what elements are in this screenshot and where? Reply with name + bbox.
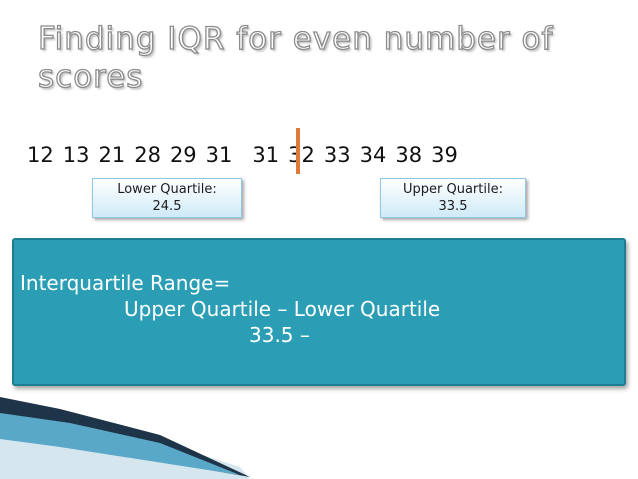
iqr-formula-box: Interquartile Range= Upper Quartile – Lo… bbox=[12, 238, 626, 386]
upper-quartile-box: Upper Quartile: 33.5 bbox=[380, 178, 526, 218]
lower-quartile-box: Lower Quartile: 24.5 bbox=[92, 178, 242, 218]
score-value: 38 bbox=[395, 143, 423, 167]
score-value: 31 bbox=[205, 143, 233, 167]
upper-quartile-label: Upper Quartile: bbox=[403, 182, 503, 197]
score-value: 12 bbox=[27, 143, 54, 167]
score-value: 31 bbox=[252, 143, 280, 167]
score-value: 29 bbox=[169, 143, 197, 167]
slide-title: Finding IQR for even number of scores bbox=[37, 20, 554, 95]
score-value: 32 bbox=[288, 143, 315, 167]
score-value: 21 bbox=[98, 143, 126, 167]
upper-quartile-value: 33.5 bbox=[438, 199, 468, 214]
score-value: 34 bbox=[359, 143, 387, 167]
score-value: 28 bbox=[134, 143, 161, 167]
iqr-calculation: 33.5 – bbox=[249, 323, 310, 347]
iqr-heading: Interquartile Range= bbox=[20, 271, 231, 295]
lower-quartile-value: 24.5 bbox=[152, 199, 182, 214]
median-divider bbox=[296, 128, 300, 174]
swoosh-light-band bbox=[0, 413, 240, 475]
score-value: 33 bbox=[323, 143, 351, 167]
lower-quartile-label: Lower Quartile: bbox=[117, 182, 217, 197]
scores-row: 12 13 21 28 29 31 31 32 33 34 38 39 bbox=[27, 142, 467, 168]
score-value: 39 bbox=[431, 143, 458, 167]
decorative-swoosh bbox=[0, 397, 250, 479]
score-value: 13 bbox=[62, 143, 90, 167]
iqr-formula: Upper Quartile – Lower Quartile bbox=[124, 297, 441, 321]
